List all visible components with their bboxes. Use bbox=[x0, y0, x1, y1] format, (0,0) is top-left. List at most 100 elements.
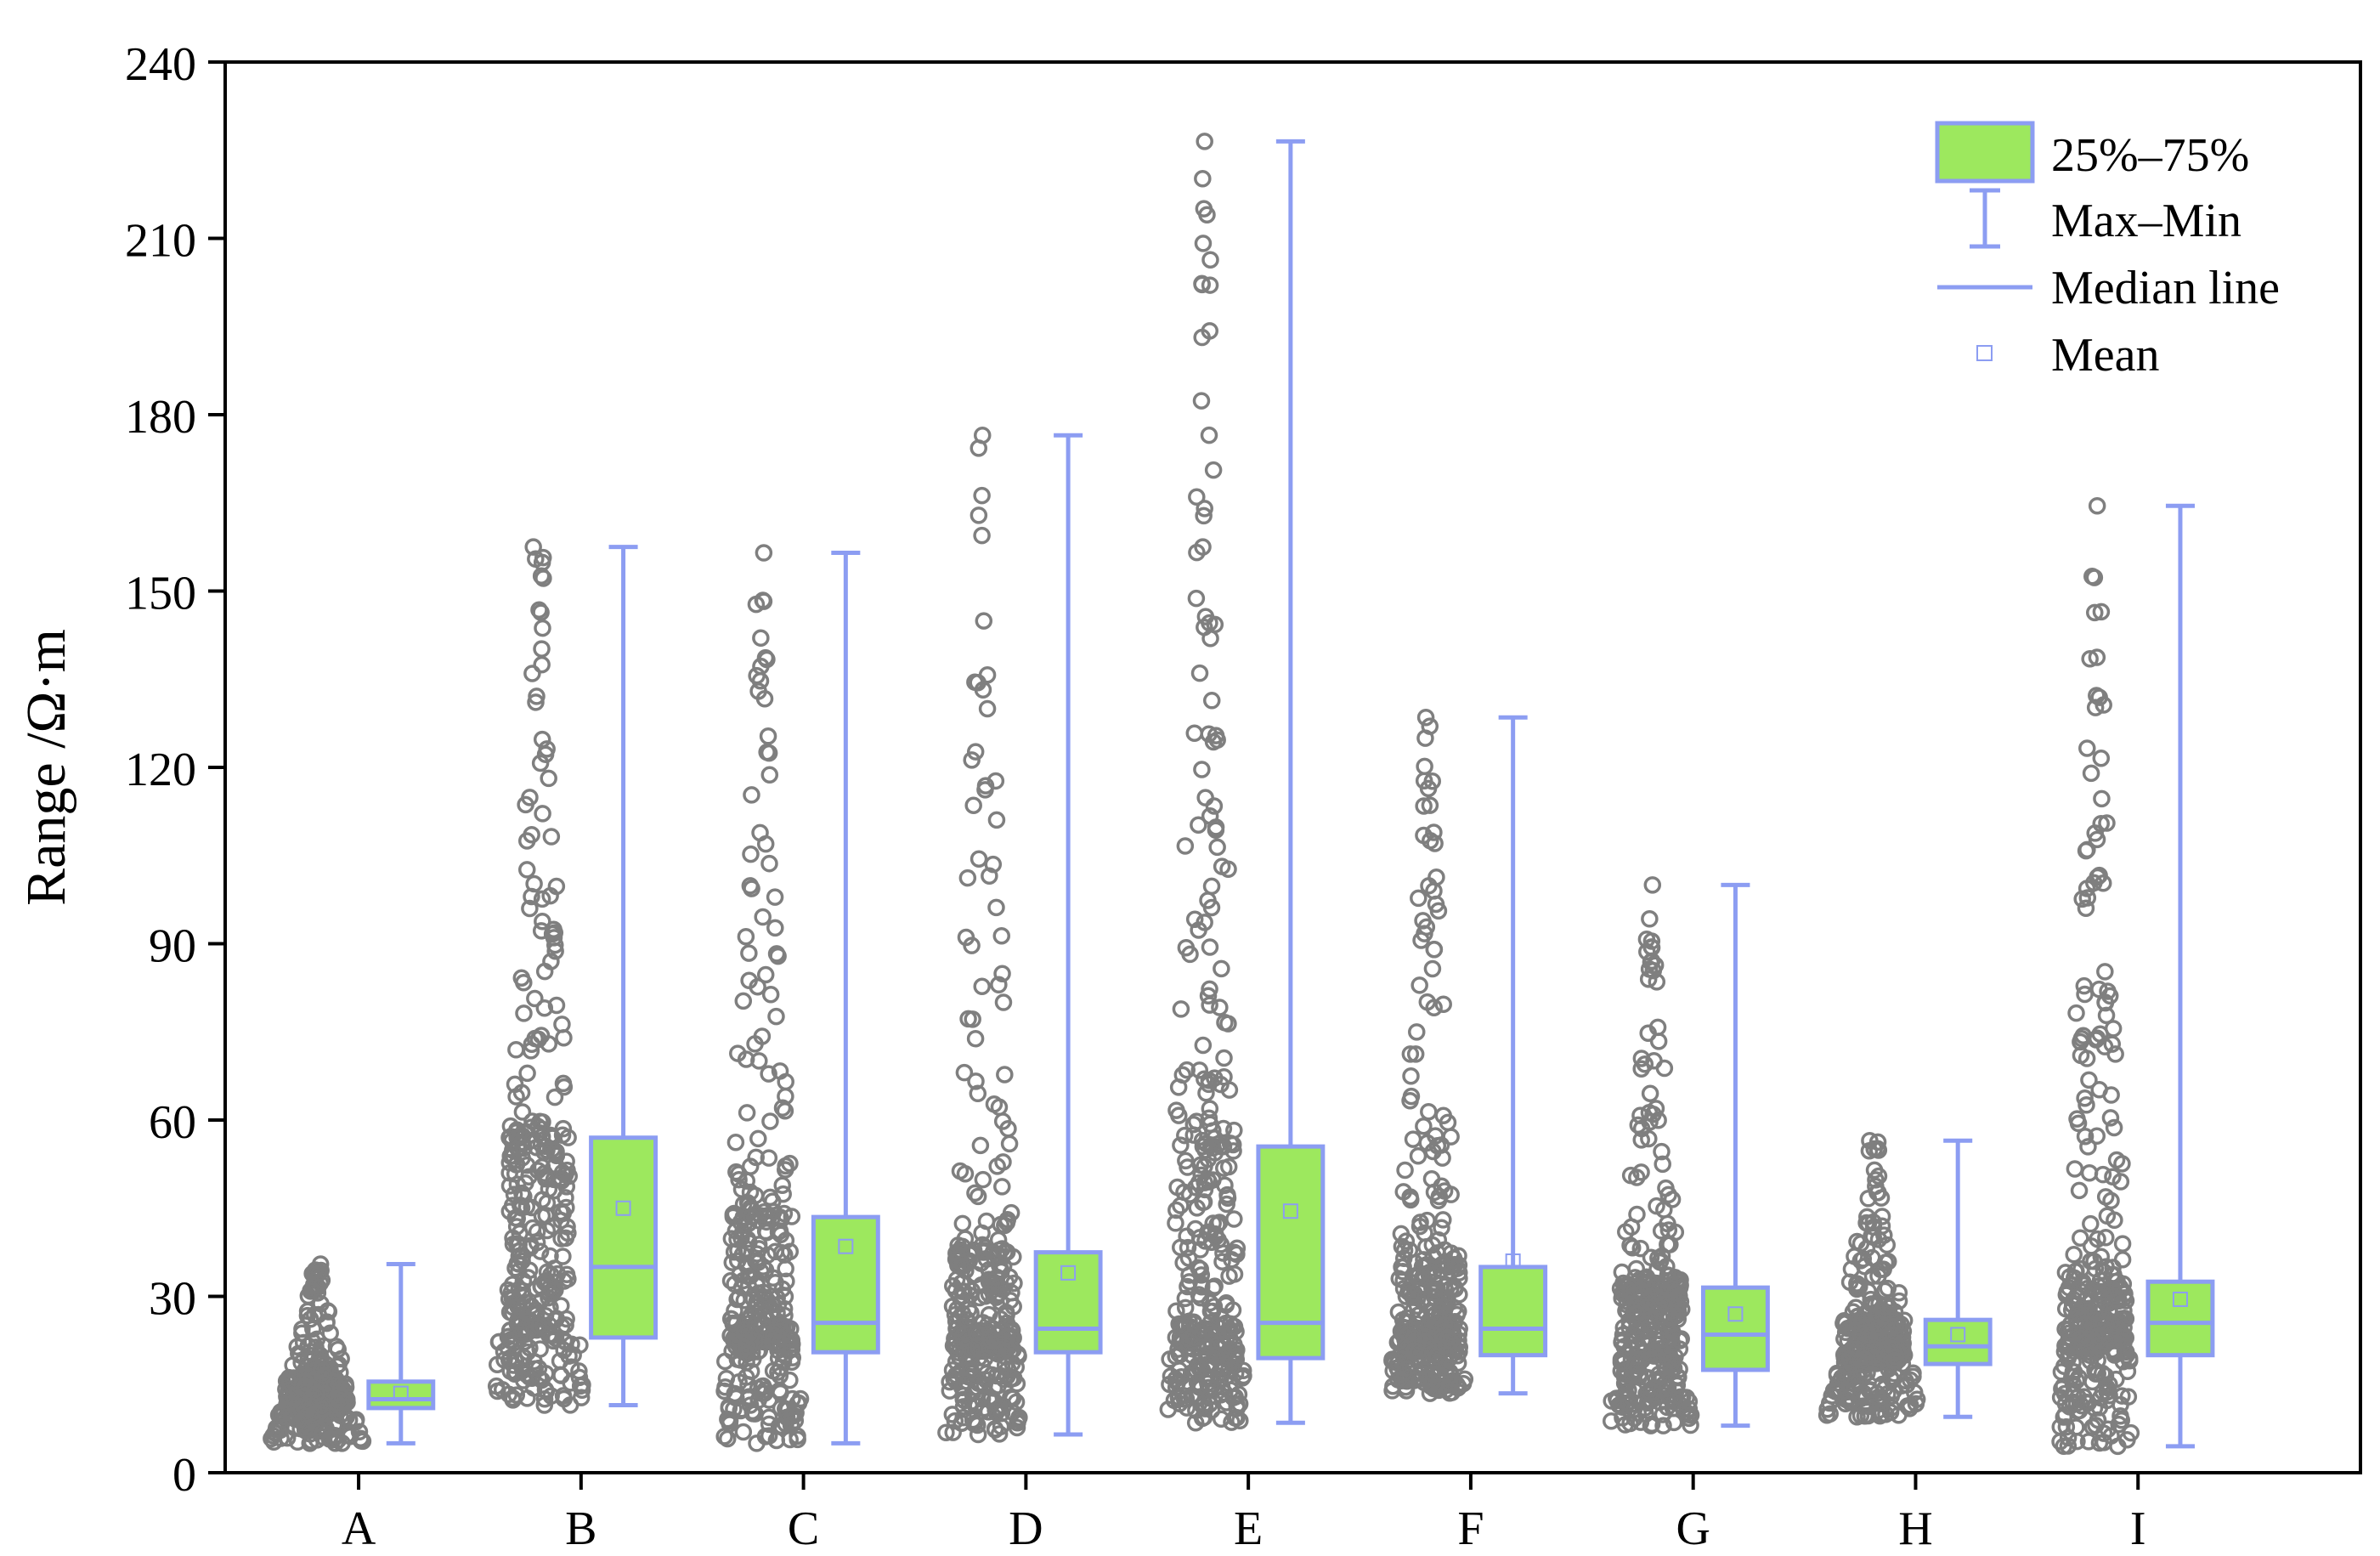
scatter-point bbox=[531, 754, 550, 772]
scatter-point bbox=[524, 538, 542, 556]
scatter-point bbox=[1665, 1393, 1683, 1411]
scatter-point bbox=[2098, 814, 2116, 832]
scatter-point bbox=[1415, 1117, 1433, 1135]
scatter-point bbox=[326, 1434, 344, 1452]
scatter-point bbox=[1665, 1413, 1683, 1432]
scatter-point bbox=[767, 1007, 785, 1026]
x-tick-label: A bbox=[342, 1502, 376, 1555]
box-E bbox=[1256, 139, 1326, 1425]
scatter-point bbox=[513, 1103, 532, 1121]
scatter-point bbox=[1433, 1254, 1452, 1273]
scatter-point bbox=[1429, 1231, 1448, 1249]
scatter-point bbox=[533, 1207, 551, 1225]
scatter-point bbox=[555, 1341, 573, 1360]
scatter-point bbox=[533, 655, 551, 674]
scatter-point bbox=[1873, 1208, 1891, 1225]
scatter-point bbox=[1159, 1400, 1178, 1418]
scatter-point bbox=[546, 1281, 564, 1299]
scatter-point bbox=[507, 1218, 526, 1236]
scatter-point bbox=[1196, 500, 1213, 518]
scatter-point bbox=[992, 1417, 1010, 1435]
scatter-point bbox=[773, 1176, 791, 1194]
scatter-point bbox=[1866, 1295, 1885, 1314]
scatter-point bbox=[2056, 1264, 2075, 1282]
scatter-point bbox=[2088, 830, 2106, 849]
scatter-point bbox=[544, 1217, 562, 1235]
scatter-point bbox=[2113, 1387, 2131, 1405]
scatter-point bbox=[1188, 1199, 1206, 1217]
y-tick-label: 150 bbox=[125, 568, 196, 620]
scatter-point bbox=[733, 1246, 752, 1264]
scatter-point bbox=[1859, 1406, 1877, 1425]
scatter-point bbox=[513, 1361, 532, 1379]
scatter-point bbox=[1429, 902, 1448, 920]
scatter-point bbox=[523, 1131, 541, 1150]
scatter-point bbox=[748, 666, 766, 685]
scatter-point bbox=[1632, 1050, 1651, 1067]
scatter-point bbox=[551, 1366, 569, 1384]
scatter-point bbox=[970, 1288, 989, 1307]
scatter-point bbox=[1642, 1248, 1660, 1266]
scatter-point bbox=[318, 1314, 336, 1333]
scatter-point bbox=[1401, 1091, 1419, 1110]
scatter-point bbox=[1176, 1289, 1195, 1308]
scatter-point bbox=[2059, 1429, 2078, 1447]
scatter-point bbox=[1221, 1134, 1240, 1152]
scatter-point bbox=[1437, 1365, 1456, 1383]
scatter-point bbox=[985, 1379, 1003, 1397]
scatter-point bbox=[976, 777, 995, 795]
scatter-point bbox=[1846, 1248, 1863, 1265]
scatter-point bbox=[978, 699, 997, 718]
scatter-point bbox=[953, 1214, 972, 1233]
scatter-point bbox=[755, 690, 774, 708]
scatter-point bbox=[1225, 1210, 1243, 1228]
scatter-point bbox=[1639, 970, 1658, 988]
scatter-point bbox=[1885, 1382, 1902, 1400]
scatter-point bbox=[517, 1174, 534, 1192]
scatter-point bbox=[1201, 807, 1219, 825]
scatter-point bbox=[1188, 1356, 1207, 1375]
scatter-point bbox=[1851, 1277, 1868, 1296]
scatter-point bbox=[1215, 1159, 1233, 1177]
scatter-point bbox=[500, 1385, 518, 1404]
scatter-point bbox=[1214, 1119, 1233, 1138]
scatter-point bbox=[754, 908, 772, 926]
scatter-point bbox=[1204, 1122, 1222, 1140]
scatter-point bbox=[1650, 1321, 1668, 1340]
scatter-point bbox=[734, 1423, 753, 1441]
scatter-point bbox=[1425, 823, 1443, 841]
x-tick-label: B bbox=[565, 1502, 596, 1555]
scatter-point bbox=[760, 854, 778, 873]
scatter-point bbox=[2072, 1229, 2089, 1248]
scatter-point bbox=[2079, 1433, 2098, 1451]
scatter-point bbox=[1901, 1371, 1919, 1389]
scatter-point bbox=[2116, 1342, 2134, 1361]
scatter-point bbox=[752, 657, 770, 676]
scatter-point bbox=[1167, 1101, 1185, 1119]
scatter-point bbox=[1410, 976, 1428, 994]
scatter-point bbox=[749, 1379, 767, 1398]
scatter-point bbox=[525, 874, 543, 893]
scatter-point bbox=[1422, 1169, 1441, 1188]
scatter-point bbox=[530, 601, 548, 619]
scatter-point bbox=[1185, 724, 1204, 742]
scatter-point bbox=[760, 1149, 778, 1167]
scatter-point bbox=[2094, 1165, 2112, 1184]
scatter-point bbox=[1648, 1197, 1665, 1215]
scatter-point bbox=[298, 1302, 317, 1321]
scatter-point bbox=[548, 1265, 567, 1283]
scatter-point bbox=[1201, 996, 1218, 1014]
scatter-point bbox=[1201, 1355, 1219, 1373]
scatter-point bbox=[1215, 1383, 1234, 1402]
scatter-point bbox=[776, 1161, 794, 1179]
scatter-point bbox=[1201, 938, 1219, 956]
box-iqr bbox=[2145, 1279, 2215, 1358]
scatter-point bbox=[1233, 1369, 1252, 1387]
scatter-point bbox=[2091, 1025, 2109, 1044]
scatter-point bbox=[1001, 1292, 1020, 1310]
scatter-point bbox=[534, 1113, 551, 1131]
box-iqr bbox=[1700, 1285, 1770, 1372]
scatter-point bbox=[1848, 1275, 1866, 1293]
scatter-point bbox=[1615, 1338, 1633, 1355]
scatter-point bbox=[2078, 1279, 2097, 1298]
